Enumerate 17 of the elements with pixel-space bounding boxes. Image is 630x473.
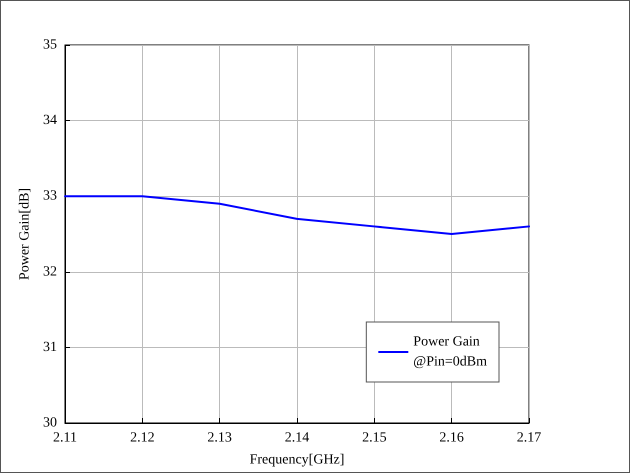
x-tick-label: 2.12	[130, 430, 155, 446]
y-tick-label: 33	[43, 188, 57, 204]
y-tick-label: 32	[43, 264, 57, 280]
x-axis-title: Frequency[GHz]	[250, 452, 344, 468]
x-tick-label: 2.13	[207, 430, 232, 446]
x-tick-label: 2.14	[284, 430, 310, 446]
y-tick-label: 35	[43, 38, 57, 52]
y-tick-label: 34	[43, 113, 57, 128]
y-axis-title: Power Gain[dB]	[18, 188, 33, 280]
line-series	[64, 195, 530, 235]
x-tick-label: 2.16	[439, 430, 464, 446]
x-tick-label: 2.17	[516, 430, 542, 446]
x-tick-label: 2.11	[53, 430, 77, 446]
legend-label: Power Gain @Pin=0dBm	[413, 334, 488, 370]
y-tick-label: 30	[43, 416, 57, 430]
x-tick-label: 2.15	[362, 430, 387, 446]
y-tick-label: 31	[43, 340, 57, 355]
